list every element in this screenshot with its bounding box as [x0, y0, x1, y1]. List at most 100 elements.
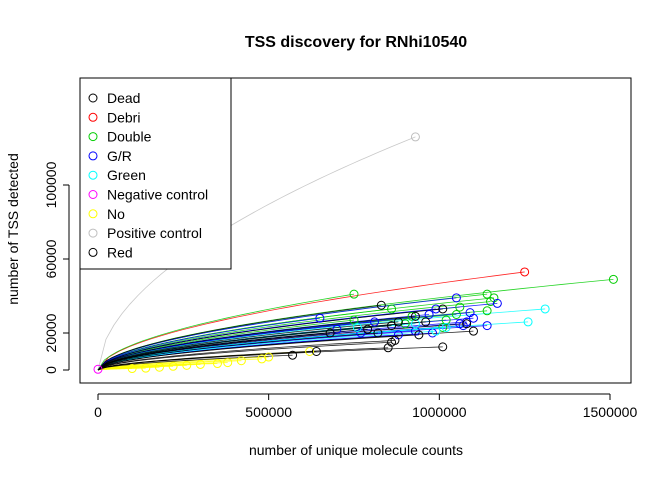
point-red-3 [410, 311, 420, 321]
curve-red-10 [97, 332, 331, 371]
point-g-r-13 [332, 324, 342, 334]
y-tick-label-4: 100000 [43, 161, 59, 208]
curve-red-7 [97, 325, 392, 371]
point-double-8 [482, 306, 492, 316]
y-tick-label-1: 0 [43, 366, 59, 374]
point-double-3 [482, 289, 492, 299]
point-no-6 [212, 359, 222, 369]
legend-label-no: No [107, 206, 125, 222]
curve-g-r-7 [97, 317, 320, 371]
legend-marker-no [88, 209, 98, 219]
point-positive-control-1 [410, 132, 420, 142]
legend-label-g-r: G/R [107, 148, 132, 164]
curve-positive-control-1 [97, 136, 416, 371]
legend: Dead Debri Double G/R Green Negative control N… [79, 77, 232, 270]
point-green-2 [523, 317, 533, 327]
legend-marker-dead [88, 93, 98, 103]
curve-no-3 [97, 358, 262, 371]
point-red-18 [288, 350, 298, 360]
legend-label-red: Red [107, 244, 133, 260]
legend-marker-g-r [88, 151, 98, 161]
point-g-r-8 [369, 317, 379, 327]
point-no-10 [154, 362, 164, 372]
point-red-4 [393, 317, 403, 327]
point-green-5 [441, 322, 451, 332]
legend-label-debri: Debri [107, 109, 140, 125]
point-no-9 [168, 361, 178, 371]
point-negative-control-1 [93, 364, 103, 374]
legend-marker-debri [88, 112, 98, 122]
curve-red-3 [97, 315, 416, 371]
point-no-3 [257, 354, 267, 364]
legend-marker-negative-control [88, 190, 98, 199]
point-double-12 [441, 315, 451, 325]
point-red-16 [438, 342, 448, 352]
point-double-13 [400, 319, 410, 329]
point-no-1 [305, 347, 315, 356]
curve-red-13 [97, 340, 395, 371]
x-tick-label-4: 1500000 [583, 404, 638, 420]
point-no-4 [236, 356, 246, 366]
point-no-8 [182, 360, 192, 370]
point-red-11 [468, 326, 478, 336]
point-double-2 [349, 289, 359, 299]
point-green-4 [431, 326, 441, 336]
point-double-14 [438, 322, 448, 332]
point-red-9 [373, 328, 383, 338]
point-no-2 [264, 352, 274, 362]
legend-marker-red [88, 247, 98, 257]
x-tick-label-1: 0 [94, 404, 102, 420]
point-red-8 [363, 324, 373, 334]
legend-box [79, 77, 232, 270]
curve-red-1 [97, 304, 382, 371]
curve-red-4 [97, 321, 399, 371]
legend-marker-positive-control [88, 228, 98, 238]
legend-label-positive-control: Positive control [107, 225, 202, 241]
y-axis-label: number of TSS detected [5, 153, 21, 305]
point-debri-1 [520, 267, 530, 277]
point-red-2 [438, 304, 448, 314]
point-no-7 [195, 359, 205, 369]
curve-red-2 [97, 308, 443, 371]
point-green-6 [352, 322, 362, 332]
axes: 0 500000 1000000 1500000 0 20000 60000 100000 [43, 77, 638, 420]
curve-g-r-1 [97, 297, 457, 371]
point-red-10 [325, 328, 335, 338]
curve-red-17 [97, 351, 317, 371]
point-double-9 [451, 310, 461, 319]
legend-label-green: Green [107, 167, 146, 183]
point-g-r-6 [468, 313, 478, 323]
legend-label-negative-control: Negative control [107, 187, 208, 203]
point-no-11 [141, 363, 151, 373]
point-g-r-3 [431, 304, 441, 314]
curve-double-2 [97, 293, 355, 371]
x-axis-label: number of unique molecule counts [249, 442, 463, 458]
point-green-1 [540, 304, 550, 314]
point-red-6 [462, 319, 472, 329]
point-g-r-2 [492, 298, 502, 308]
chart-title: TSS discovery for RNhi10540 [245, 34, 467, 51]
point-red-1 [376, 300, 386, 310]
curve-debri-1 [97, 271, 525, 371]
point-red-5 [421, 317, 431, 327]
point-double-5 [486, 297, 496, 307]
legend-marker-double [88, 132, 98, 142]
x-tick-label-3: 1000000 [412, 404, 467, 420]
point-red-17 [311, 347, 321, 356]
point-no-5 [223, 358, 233, 368]
point-green-3 [410, 319, 420, 329]
point-double-6 [387, 304, 397, 314]
y-tick-label-2: 20000 [43, 313, 59, 352]
point-g-r-1 [451, 293, 461, 303]
curve-double-11 [97, 319, 355, 371]
point-g-r-5 [424, 310, 434, 319]
legend-marker-green [88, 170, 98, 180]
x-tick-label-2: 500000 [245, 404, 292, 420]
point-double-7 [455, 302, 465, 312]
point-double-1 [608, 274, 618, 284]
plot-area [93, 132, 618, 374]
curve-green-4 [97, 330, 436, 371]
point-red-12 [414, 330, 424, 340]
